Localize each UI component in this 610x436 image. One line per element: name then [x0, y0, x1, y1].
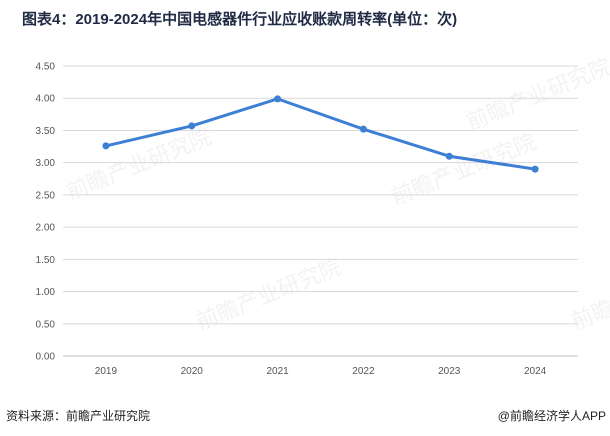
y-tick-label: 1.50: [36, 255, 56, 266]
y-tick-label: 2.50: [36, 190, 56, 201]
source-note: 资料来源：前瞻产业研究院: [6, 409, 151, 423]
data-point: [274, 95, 282, 103]
watermark-text: 前瞻产业研究院: [63, 124, 215, 205]
data-point: [531, 165, 539, 173]
x-tick-label: 2019: [95, 366, 118, 377]
y-tick-label: 2.00: [36, 223, 56, 234]
y-tick-label: 3.00: [36, 158, 56, 169]
x-tick-label: 2023: [438, 366, 461, 377]
y-tick-label: 4.00: [36, 94, 56, 105]
series-line: [104, 97, 537, 171]
grid-lines: [63, 65, 578, 357]
x-tick-label: 2021: [266, 366, 289, 377]
watermark-text: 前瞻产业研究院: [193, 254, 345, 335]
y-tick-label: 0.50: [36, 319, 56, 330]
watermark-text: 前瞻产业研究院: [388, 129, 540, 210]
credit-note: @前瞻经济学人APP: [497, 409, 606, 423]
series-line-group: [102, 95, 539, 173]
x-tick-label: 2024: [524, 366, 547, 377]
y-tick-label: 0.00: [36, 352, 56, 363]
x-axis: 2019 2020 2021 2022 2023 2024: [95, 366, 547, 377]
x-tick-label: 2022: [352, 366, 375, 377]
y-tick-label: 4.50: [36, 62, 56, 73]
y-tick-label: 3.50: [36, 126, 56, 137]
data-point: [188, 122, 196, 130]
data-point: [359, 125, 367, 133]
watermark-text: 前瞻产业研究院: [568, 254, 610, 335]
chart-title: 图表4：2019-2024年中国电感器件行业应收账款周转率(单位：次): [22, 11, 458, 28]
x-tick-label: 2020: [181, 366, 204, 377]
y-axis: 0.00 0.50 1.00 1.50 2.00 2.50 3.00 3.50 4.00 4.50: [36, 62, 56, 363]
data-point: [102, 142, 110, 150]
y-tick-label: 1.00: [36, 287, 56, 298]
data-point: [445, 152, 453, 160]
